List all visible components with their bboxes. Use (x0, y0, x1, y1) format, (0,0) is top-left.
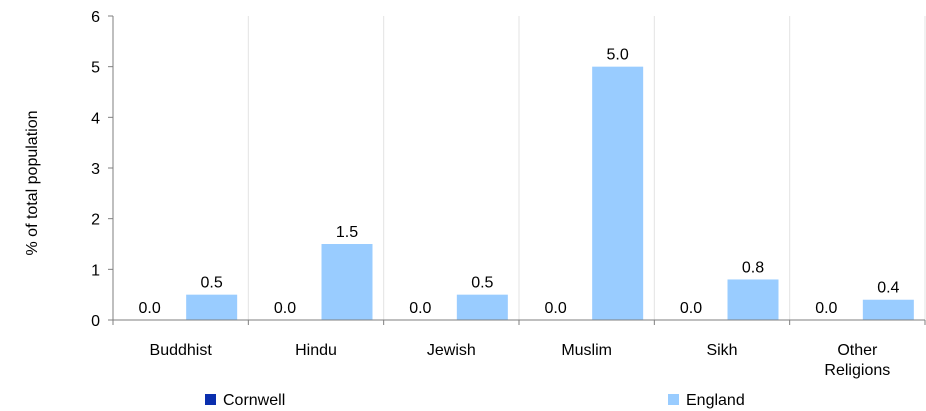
y-tick-label: 5 (91, 60, 100, 77)
data-label: 0.0 (545, 300, 567, 317)
y-axis-ticks: 0 1 2 3 4 5 6 (91, 9, 113, 330)
bars (186, 66, 914, 321)
data-label: 0.4 (877, 280, 899, 297)
y-tick-label: 6 (91, 9, 100, 26)
data-label: 1.5 (336, 224, 358, 241)
legend-item-cornwell: Cornwell (205, 392, 285, 409)
x-category-label: Sikh (706, 342, 737, 359)
data-label: 0.8 (742, 259, 764, 276)
bar-england (862, 299, 914, 320)
data-label: 0.0 (139, 300, 161, 317)
y-axis-label: % of total population (24, 111, 41, 256)
data-label: 0.0 (680, 300, 702, 317)
bar-england (321, 244, 373, 320)
legend: Cornwell England (205, 392, 745, 409)
data-label: 5.0 (607, 47, 629, 64)
legend-label: Cornwell (223, 392, 285, 409)
data-label: 0.5 (201, 275, 223, 292)
legend-label: England (686, 392, 745, 409)
x-category-label: Hindu (295, 342, 337, 359)
bar-england (727, 279, 779, 320)
data-label: 0.5 (471, 275, 493, 292)
legend-swatch (205, 394, 216, 405)
grid-lines (247, 16, 926, 320)
y-tick-label: 2 (91, 212, 100, 229)
x-category-label: Buddhist (150, 342, 213, 359)
x-category-label: Jewish (427, 342, 476, 359)
data-label: 0.0 (274, 300, 296, 317)
bar-england (456, 294, 508, 320)
y-tick-label: 4 (91, 110, 100, 127)
data-label: 0.0 (409, 300, 431, 317)
legend-swatch (668, 394, 679, 405)
legend-item-england: England (668, 392, 745, 409)
bar-england (592, 66, 644, 321)
x-category-label: Other Religions (824, 342, 890, 379)
data-labels: 0.0 0.0 0.0 0.0 0.0 0.0 0.5 1.5 0.5 5.0 0.8 0.4 (139, 47, 900, 317)
data-label: 0.0 (815, 300, 837, 317)
bar-england (186, 294, 238, 320)
y-tick-label: 1 (91, 262, 100, 279)
x-axis-categories: Buddhist Hindu Jewish Muslim Sikh Other Religi… (150, 342, 891, 379)
y-tick-label: 0 (91, 313, 100, 330)
y-tick-label: 3 (91, 161, 100, 178)
x-category-label: Muslim (561, 342, 612, 359)
